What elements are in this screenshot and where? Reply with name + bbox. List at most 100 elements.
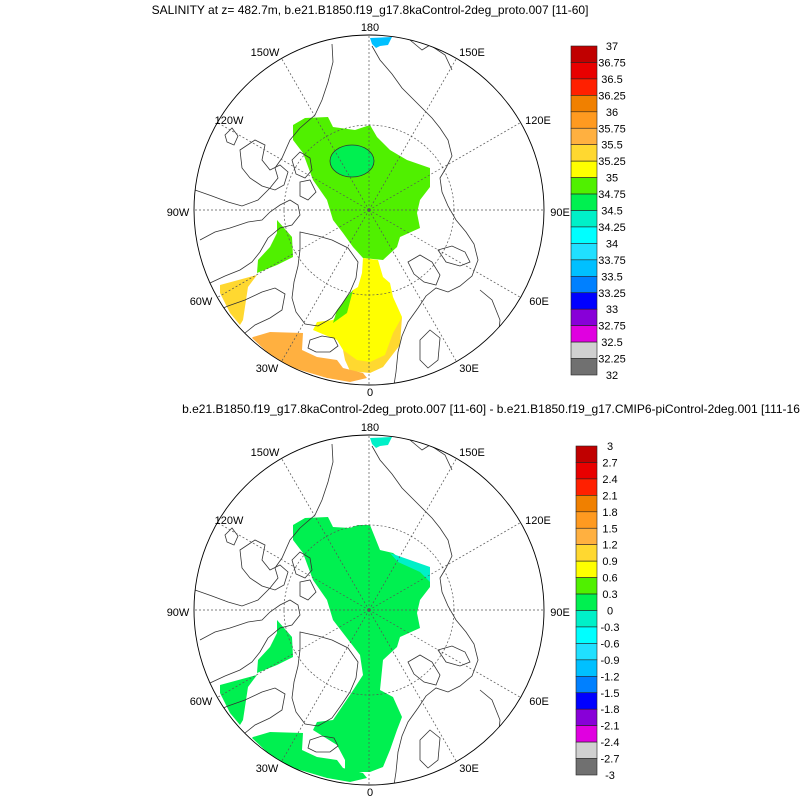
label-120e: 120E (525, 115, 551, 127)
colorbar-label: 1.5 (602, 523, 617, 535)
label-30w: 30W (256, 763, 279, 775)
salinity-difference-map: 180 150W 150E 120W 120E 90W 90E 60W 60E … (167, 422, 570, 799)
colorbar-swatch (575, 593, 598, 611)
colorbar-swatch (570, 325, 598, 343)
label-180: 180 (361, 422, 379, 434)
colorbar-swatch (575, 692, 598, 710)
colorbar-label: -2.7 (601, 754, 620, 766)
salinity-colorbar: 37 36.75 36.5 36.25 36 35.75 35.5 35.25 35 34.75 3… (570, 41, 626, 382)
colorbar-swatch (570, 45, 598, 63)
label-150e: 150E (459, 447, 485, 459)
map-boundary (193, 434, 545, 786)
label-60w: 60W (190, 696, 213, 708)
panel-2-title: b.e21.B1850.f19_g17.8kaControl-2deg_prot… (182, 402, 800, 416)
region-bering-strait (370, 437, 392, 448)
colorbar-label: 33.5 (601, 271, 622, 283)
salinity-map: 180 150W 150E 120W 120E 90W 90E 60W 60E … (167, 22, 570, 399)
colorbar-swatch (570, 62, 598, 80)
label-150e: 150E (459, 47, 485, 59)
colorbar-label: 35.5 (601, 140, 622, 152)
colorbar-swatch (575, 643, 598, 661)
colorbar-label: 33.75 (598, 255, 626, 267)
colorbar-label: 34.5 (601, 206, 622, 218)
colorbar-label: 0.3 (602, 589, 617, 601)
colorbar-swatch (570, 226, 598, 244)
label-90e: 90E (550, 207, 570, 219)
difference-colorbar: 3 2.7 2.4 2.1 1.8 1.5 1.2 0.9 0.6 0.3 0 -0.3 -0.6 -0.… (575, 441, 620, 782)
colorbar-label: 34.25 (598, 222, 626, 234)
colorbar-label: -0.6 (601, 638, 620, 650)
colorbar-label: 33.25 (598, 288, 626, 300)
longitude-labels: 180 150W 150E 120W 120E 90W 90E 60W 60E … (167, 422, 570, 799)
colorbar-label: 2.4 (602, 474, 617, 486)
label-60w: 60W (190, 296, 213, 308)
colorbar-label: 0 (607, 606, 613, 618)
region-north-atlantic (252, 332, 367, 382)
colorbar-swatch (575, 741, 598, 759)
colorbar-swatch (575, 478, 598, 496)
colorbar-swatch (575, 495, 598, 513)
colorbar-swatch (570, 193, 598, 211)
colorbar-label: 34 (606, 238, 618, 250)
colorbar-swatch (570, 127, 598, 146)
colorbar-swatch (570, 95, 598, 113)
label-30e: 30E (459, 363, 479, 375)
region-arctic-atlantic (293, 517, 430, 772)
colorbar-swatch (575, 462, 598, 480)
colorbar-label: 3 (607, 441, 613, 453)
label-30e: 30E (459, 763, 479, 775)
colorbar-label: 0.9 (602, 556, 617, 568)
colorbar-swatch (575, 577, 598, 595)
colorbar-label: 1.8 (602, 507, 617, 519)
region-baffin-bay (257, 220, 293, 273)
colorbar-swatch (570, 177, 598, 195)
region-arctic-basin (293, 117, 430, 260)
colorbar-label: 2.1 (602, 490, 617, 502)
label-150w: 150W (251, 447, 280, 459)
colorbar-label: 35.25 (598, 156, 626, 168)
colorbar-label: 32.5 (601, 337, 622, 349)
colorbar-swatch (570, 78, 598, 96)
colorbar-swatch (570, 243, 598, 261)
colorbar-swatch (575, 758, 598, 776)
colorbar-swatch (570, 341, 598, 359)
colorbar-label: 36.5 (601, 74, 622, 86)
region-labrador-sea (220, 275, 257, 325)
colorbar-label: 36 (606, 107, 618, 119)
region-labrador-sea (220, 675, 257, 725)
colorbar-swatch (570, 259, 598, 277)
colorbar-swatch (570, 292, 598, 310)
colorbar-label: -1.5 (601, 688, 620, 700)
region-laptev-sea (390, 553, 430, 582)
colorbar-swatch (575, 527, 598, 546)
colorbar-swatch (575, 725, 598, 743)
region-east-greenland (333, 290, 353, 323)
colorbar-swatch (570, 160, 598, 178)
colorbar-swatch (570, 275, 598, 294)
colorbar-label: 32.75 (598, 321, 626, 333)
colorbar-swatch (575, 560, 598, 578)
label-0: 0 (367, 787, 373, 799)
label-90w: 90W (167, 207, 190, 219)
colorbar-label: 36.25 (598, 90, 626, 102)
region-baffin-bay (257, 620, 293, 673)
colorbar-swatch (575, 445, 598, 463)
map-boundary (193, 34, 545, 386)
colorbar-label: -2.1 (601, 721, 620, 733)
label-120e: 120E (525, 515, 551, 527)
colorbar-label: 32 (606, 370, 618, 382)
colorbar-swatch (575, 626, 598, 644)
colorbar-label: 37 (606, 41, 618, 53)
colorbar-label: 32.25 (598, 354, 626, 366)
colorbar-swatch (570, 358, 598, 376)
colorbar-label: -3 (605, 770, 615, 782)
label-120w: 120W (215, 515, 244, 527)
colorbar-label: -0.3 (601, 622, 620, 634)
colorbar-swatch (570, 308, 598, 326)
label-30w: 30W (256, 363, 279, 375)
colorbar-swatch (570, 210, 598, 228)
colorbar-label: 36.75 (598, 57, 626, 69)
panel-1-title: SALINITY at z= 482.7m, b.e21.B1850.f19_g… (151, 3, 589, 17)
label-60e: 60E (529, 696, 549, 708)
